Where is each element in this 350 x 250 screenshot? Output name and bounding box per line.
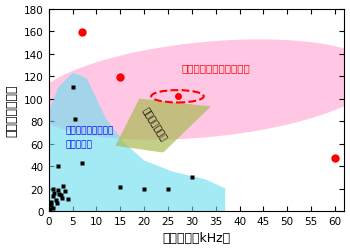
- Polygon shape: [116, 99, 211, 153]
- Text: 従来シリコンベース: 従来シリコンベース: [65, 126, 114, 135]
- X-axis label: 走査速度（kHz）: 走査速度（kHz）: [162, 232, 231, 244]
- Text: メタルベース光走査素子: メタルベース光走査素子: [181, 63, 250, 73]
- Text: 光走査素子: 光走査素子: [65, 140, 92, 148]
- Y-axis label: 走査角度（度）: 走査角度（度）: [6, 84, 19, 136]
- Ellipse shape: [33, 40, 350, 140]
- Polygon shape: [49, 74, 225, 211]
- Text: 走査性能の向上: 走査性能の向上: [140, 106, 167, 142]
